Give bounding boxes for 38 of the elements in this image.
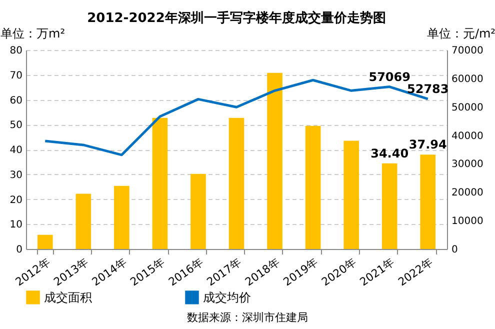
y-tick-label: 70	[10, 70, 22, 82]
y-tick-label: 10	[10, 220, 22, 231]
y2-tick-label: 70000	[452, 46, 484, 56]
data-label: 37.94	[408, 138, 447, 152]
data-label: 52783	[406, 82, 449, 96]
bar	[190, 174, 206, 249]
y2-tick-label: 60000	[452, 74, 484, 85]
y2-tick-label: 0	[452, 244, 458, 256]
bar	[267, 72, 282, 249]
source-note: 数据来源：深圳市住建局	[186, 310, 309, 325]
y-tick-label: 50	[10, 120, 22, 132]
y-tick-label: 0	[16, 244, 22, 256]
bar	[228, 118, 244, 249]
bar	[37, 234, 53, 249]
y2-tick-label: 50000	[452, 102, 484, 114]
y-tick-label: 80	[10, 46, 22, 56]
y2-tick-label: 20000	[452, 188, 484, 199]
y-tick-label: 60	[10, 95, 22, 106]
y-tick-label: 20	[10, 194, 22, 206]
bar	[344, 140, 359, 249]
bar	[76, 194, 92, 249]
y2-tick-label: 30000	[452, 159, 484, 170]
chart-title: 2012-2022年深圳一手写字楼年度成交量价走势图	[87, 10, 386, 26]
bar	[152, 118, 168, 249]
y-axis-title: 单位：万m²	[0, 26, 66, 40]
bar	[420, 154, 436, 249]
bar	[305, 126, 321, 249]
legend-label: 成交面积	[44, 290, 92, 304]
data-label: 34.40	[370, 146, 409, 160]
bar	[382, 163, 398, 249]
y-tick-label: 40	[10, 145, 22, 156]
legend-label: 成交均价	[203, 290, 251, 304]
bar	[114, 186, 130, 249]
data-label: 57069	[368, 70, 410, 84]
y2-axis-title: 单位：元/m²	[426, 26, 495, 40]
y2-tick-label: 40000	[452, 130, 484, 142]
y2-tick-label: 10000	[452, 216, 484, 228]
y-tick-label: 30	[10, 170, 22, 181]
